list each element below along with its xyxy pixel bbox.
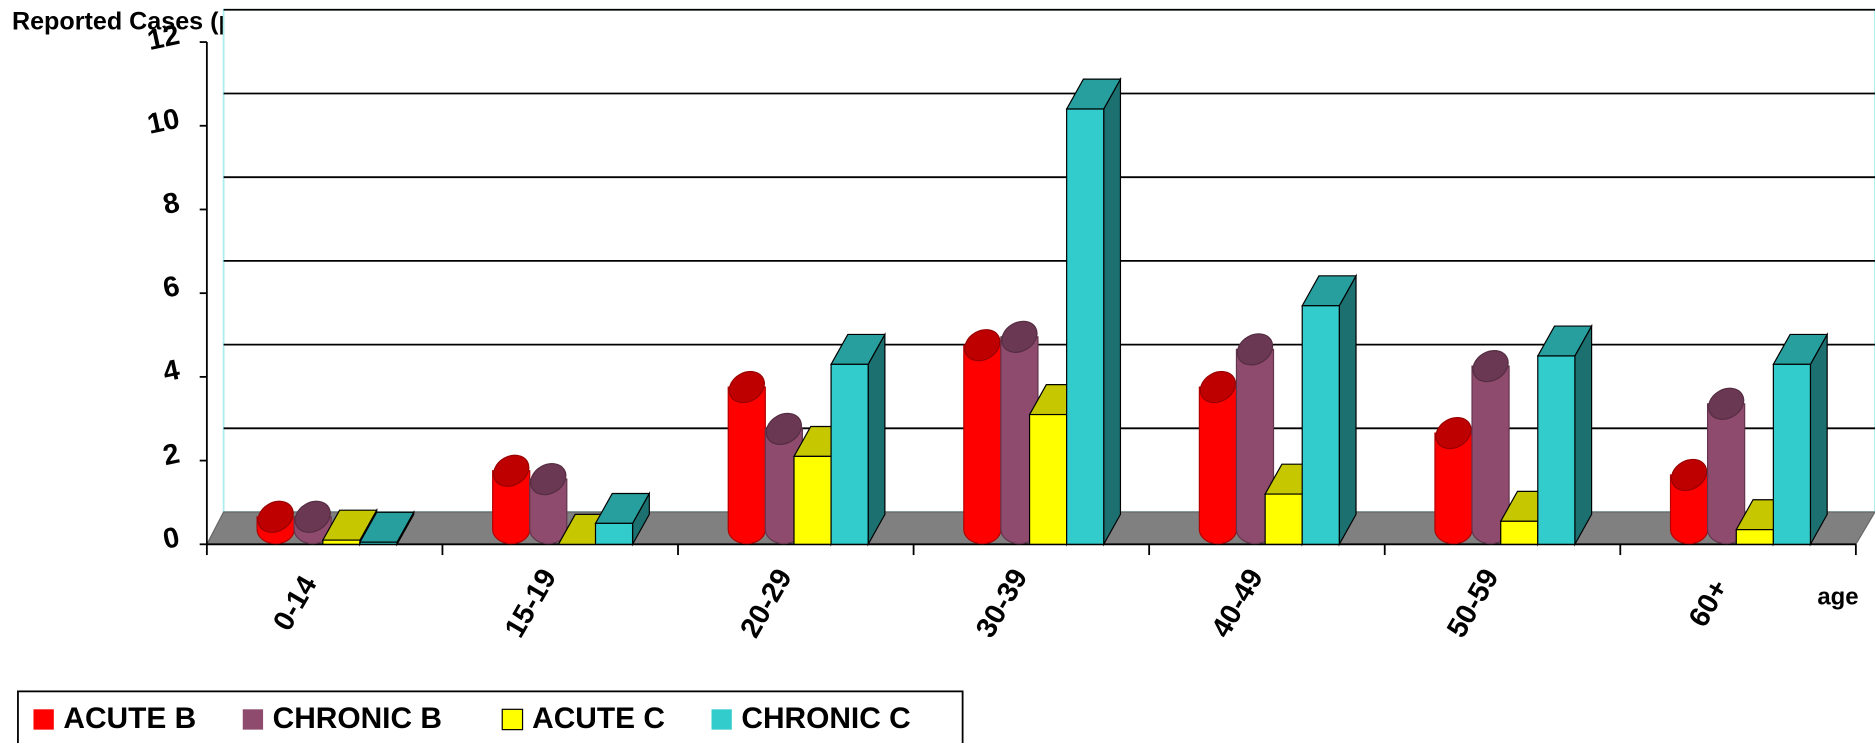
x-tick-label: 20-29: [734, 564, 798, 644]
bar-body: [963, 344, 1002, 545]
bar-front: [359, 541, 398, 545]
x-tick-label: 60+: [1683, 574, 1735, 632]
bar-top: [728, 370, 765, 404]
bar: [1235, 333, 1275, 545]
legend-swatch: [501, 708, 524, 731]
bar-front: [1500, 520, 1539, 545]
legend-label: ACUTE B: [63, 702, 196, 735]
bar-front: [1066, 108, 1105, 545]
bar-front: [1264, 493, 1303, 545]
bar: [1301, 273, 1358, 547]
bar: [963, 329, 1002, 545]
bar-front: [793, 455, 832, 545]
bar-top: [964, 329, 1001, 362]
x-tick-label: 50-59: [1441, 564, 1505, 644]
bar-front: [1735, 529, 1774, 545]
bar: [830, 332, 886, 547]
y-tick-label: 12: [145, 19, 183, 57]
bar-top: [1670, 458, 1708, 492]
bar-front: [322, 539, 361, 545]
bar-top: [1236, 333, 1274, 366]
y-tick-label: 8: [160, 186, 182, 221]
x-tick-label: 0-14: [267, 570, 323, 636]
bar: [293, 500, 332, 545]
x-tick-label: 30-39: [970, 564, 1034, 644]
bar-front: [1537, 355, 1576, 545]
bar-front: [1772, 363, 1812, 545]
legend-swatch: [711, 709, 732, 730]
y-tick-label: 0: [160, 521, 182, 556]
bar-body: [1434, 432, 1473, 545]
bar-side: [1103, 76, 1122, 547]
bar-top: [294, 500, 331, 533]
bar-front: [830, 363, 869, 545]
bar-body: [1198, 386, 1238, 545]
y-tick-label: 6: [160, 270, 182, 305]
bar: [1434, 416, 1473, 545]
x-tick-label: 40-49: [1205, 564, 1269, 644]
bar: [1471, 350, 1510, 545]
legend-swatch: [33, 709, 54, 730]
bar-front: [1028, 413, 1068, 545]
bar-front: [1301, 305, 1340, 545]
bar-top: [1472, 350, 1509, 383]
legend-label: ACUTE C: [532, 702, 665, 735]
legend-label: CHRONIC B: [273, 702, 442, 735]
bar-top: [1707, 387, 1745, 420]
bar: [1536, 323, 1593, 547]
y-tick-label: 4: [160, 354, 182, 389]
bar-side: [1809, 332, 1828, 547]
bar: [1706, 387, 1746, 545]
bar-body: [727, 386, 766, 545]
bar-top: [765, 412, 803, 445]
bar-top: [1199, 370, 1237, 404]
bar: [1065, 76, 1122, 547]
bar: [1198, 370, 1238, 545]
bar-top: [257, 500, 294, 533]
y-tick-label: 2: [160, 438, 182, 473]
x-tick-label: 15-19: [499, 564, 563, 644]
bar: [727, 370, 766, 545]
bar-body: [1706, 403, 1746, 545]
legend-box: [17, 690, 964, 743]
bar: [492, 454, 531, 545]
legend-swatch: [242, 709, 264, 730]
x-axis-title: age: [1817, 583, 1858, 610]
legend-label: CHRONIC C: [741, 702, 910, 735]
bar: [529, 463, 568, 545]
bar-side: [867, 332, 886, 547]
y-tick-label: 10: [145, 103, 183, 141]
bar-top: [493, 454, 530, 487]
bar: [358, 510, 415, 547]
bar-top: [1435, 416, 1472, 450]
bar-side: [1338, 273, 1357, 547]
bar-top: [530, 463, 567, 496]
bar: [594, 491, 651, 547]
bar-front: [594, 522, 634, 545]
bar-side: [1574, 323, 1593, 547]
bar-top: [1001, 320, 1038, 353]
bar: [1772, 332, 1829, 547]
bar: [256, 500, 295, 545]
bar: [1669, 458, 1709, 545]
